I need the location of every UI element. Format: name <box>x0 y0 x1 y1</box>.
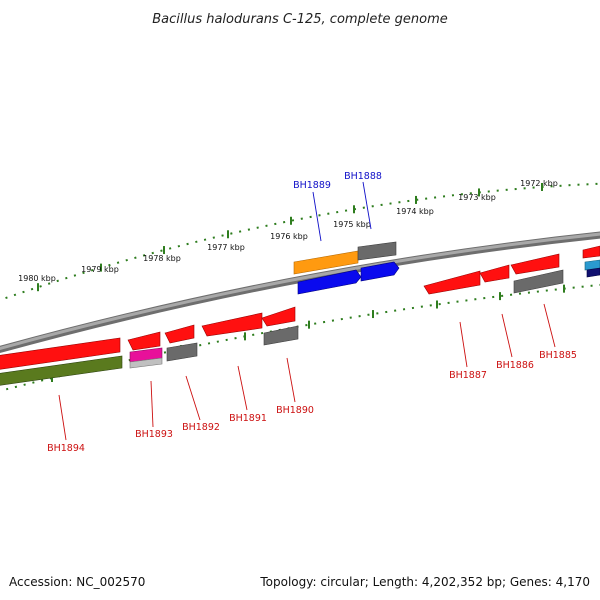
leader-bh1894 <box>58 394 67 441</box>
plus-strand-genes <box>293 241 600 295</box>
gene-label-bh1894[interactable]: BH1894 <box>47 443 85 454</box>
gene-red-bh1887[interactable] <box>423 270 481 295</box>
gene-grey-upper[interactable] <box>357 241 397 261</box>
genome-backbone <box>0 231 600 354</box>
gene-red-bh1890[interactable] <box>261 306 296 327</box>
topology-text: Topology: circular; Length: 4,202,352 bp… <box>259 575 590 589</box>
gene-label-bh1887[interactable]: BH1887 <box>449 370 487 381</box>
tick-label-1974: 1974 kbp <box>396 207 434 216</box>
inner-tick-dots <box>0 283 600 392</box>
outer-tick-ring <box>0 182 600 302</box>
gene-label-bh1892[interactable]: BH1892 <box>182 422 220 433</box>
leader-bh1890 <box>286 357 296 403</box>
gene-cyan-edge[interactable] <box>584 259 600 271</box>
gene-orange[interactable] <box>293 250 359 275</box>
gene-blue-1[interactable] <box>297 269 362 295</box>
minus-strand-genes <box>0 253 564 386</box>
tick-label-1973: 1973 kbp <box>458 193 496 202</box>
accession-text: Accession: NC_002570 <box>9 575 145 589</box>
leader-bh1893 <box>150 380 154 428</box>
gene-red-bh1885[interactable] <box>510 253 560 275</box>
gene-red-bh1891[interactable] <box>201 312 263 337</box>
gene-label-bh1888[interactable]: BH1888 <box>344 171 382 182</box>
tick-labels: 1980 kbp 1979 kbp 1978 kbp 1977 kbp 1976… <box>18 179 558 283</box>
leader-bh1886 <box>501 313 513 358</box>
leader-bh1885 <box>543 303 556 348</box>
gene-red-bh1893[interactable] <box>127 331 161 351</box>
gene-labels: BH1889 BH1888 BH1894 BH1893 BH1892 BH189… <box>47 171 577 454</box>
gene-red-edge[interactable] <box>582 245 600 259</box>
gene-grey-bh1890[interactable] <box>263 325 299 346</box>
gene-red-bh1894[interactable] <box>0 337 121 370</box>
tick-label-1977: 1977 kbp <box>207 243 245 252</box>
gene-navy-edge[interactable] <box>586 267 600 278</box>
map-title: Bacillus halodurans C-125, complete geno… <box>152 12 448 27</box>
tick-label-1979: 1979 kbp <box>81 265 119 274</box>
tick-label-1978: 1978 kbp <box>143 254 181 263</box>
backbone-highlight <box>0 232 600 351</box>
gene-label-bh1890[interactable]: BH1890 <box>276 405 314 416</box>
leader-bh1892 <box>185 375 201 421</box>
inner-tick-ring <box>0 283 600 392</box>
gene-blue-2[interactable] <box>360 261 400 282</box>
outer-major-ticks <box>37 182 543 292</box>
gene-label-bh1886[interactable]: BH1886 <box>496 360 534 371</box>
leader-bh1888 <box>362 181 372 230</box>
gene-label-bh1893[interactable]: BH1893 <box>135 429 173 440</box>
tick-label-1980: 1980 kbp <box>18 274 56 283</box>
gene-label-bh1891[interactable]: BH1891 <box>229 413 267 424</box>
gene-label-bh1885[interactable]: BH1885 <box>539 350 577 361</box>
gene-olive-bh1894[interactable] <box>0 355 123 386</box>
inner-major-ticks <box>51 284 565 382</box>
tick-label-1975: 1975 kbp <box>333 220 371 229</box>
leader-bh1891 <box>237 365 248 411</box>
label-leader-lines <box>58 181 556 441</box>
gene-lightgrey-bh1893[interactable] <box>129 357 163 369</box>
gene-red-bh1892[interactable] <box>164 324 195 344</box>
gene-grey-bh1885[interactable] <box>513 269 564 294</box>
gene-label-bh1889[interactable]: BH1889 <box>293 180 331 191</box>
tick-label-1972: 1972 kbp <box>520 179 558 188</box>
tick-label-1976: 1976 kbp <box>270 232 308 241</box>
leader-bh1887 <box>459 321 468 368</box>
leader-bh1889 <box>312 191 322 242</box>
gene-red-bh1886[interactable] <box>479 264 510 283</box>
gene-grey-bh1892[interactable] <box>166 342 198 362</box>
